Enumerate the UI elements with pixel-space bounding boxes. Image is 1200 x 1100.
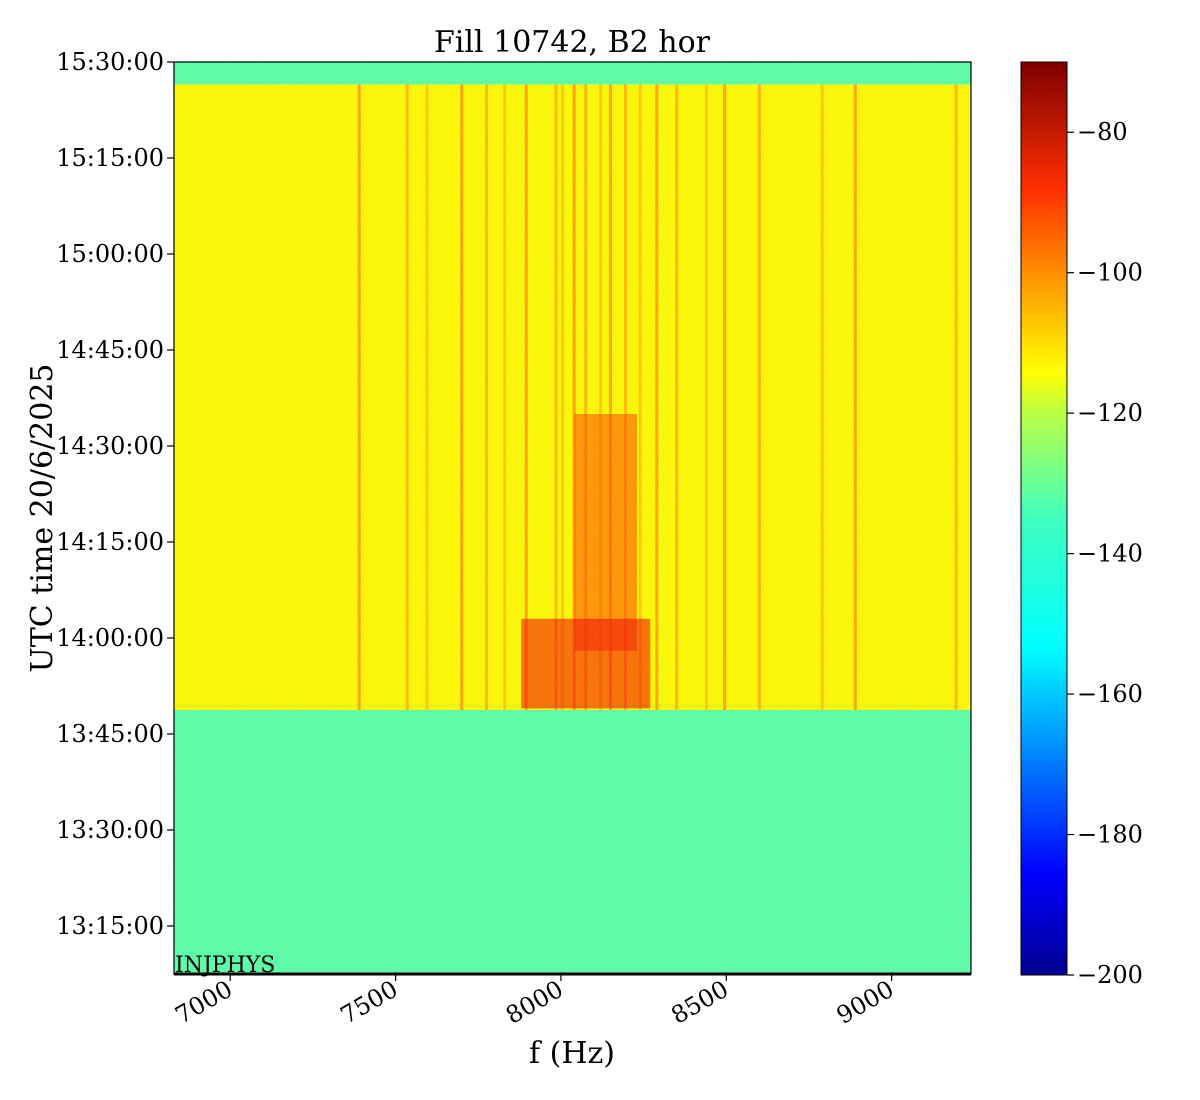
y-tick-label: 14:30:00 <box>56 432 164 460</box>
y-tick-label: 13:15:00 <box>56 912 164 940</box>
annotation-label: INJPHYS <box>175 953 275 978</box>
colorbar-tick-label: −160 <box>1077 680 1143 708</box>
chart-title: Fill 10742, B2 hor <box>434 25 711 60</box>
colorbar <box>1020 61 1068 976</box>
y-tick-label: 15:15:00 <box>56 144 164 172</box>
y-tick-label: 14:15:00 <box>56 528 164 556</box>
y-tick-label: 14:45:00 <box>56 336 164 364</box>
y-tick-label: 13:30:00 <box>56 816 164 844</box>
colorbar-tick-label: −80 <box>1077 118 1128 146</box>
colorbar-tick-label: −140 <box>1077 540 1143 568</box>
y-tick-label: 15:30:00 <box>56 48 164 76</box>
plot-area <box>174 62 971 974</box>
x-tick-label: 9000 <box>832 975 899 1030</box>
x-tick-label: 8000 <box>501 975 568 1030</box>
y-tick-label: 15:00:00 <box>56 240 164 268</box>
y-tick-label: 13:45:00 <box>56 720 164 748</box>
colorbar-tick-label: −100 <box>1077 259 1143 287</box>
x-axis-label: f (Hz) <box>529 1036 615 1071</box>
noise-texture <box>174 62 971 974</box>
y-tick-label: 14:00:00 <box>56 624 164 652</box>
colorbar-tick-label: −200 <box>1077 961 1143 989</box>
colorbar-tick-label: −120 <box>1077 399 1143 427</box>
y-axis-label: UTC time 20/6/2025 <box>25 364 60 673</box>
x-tick-label: 7500 <box>336 975 403 1030</box>
colorbar-tick-label: −180 <box>1077 821 1143 849</box>
x-tick-label: 7000 <box>170 975 237 1030</box>
x-tick-label: 8500 <box>666 975 733 1030</box>
